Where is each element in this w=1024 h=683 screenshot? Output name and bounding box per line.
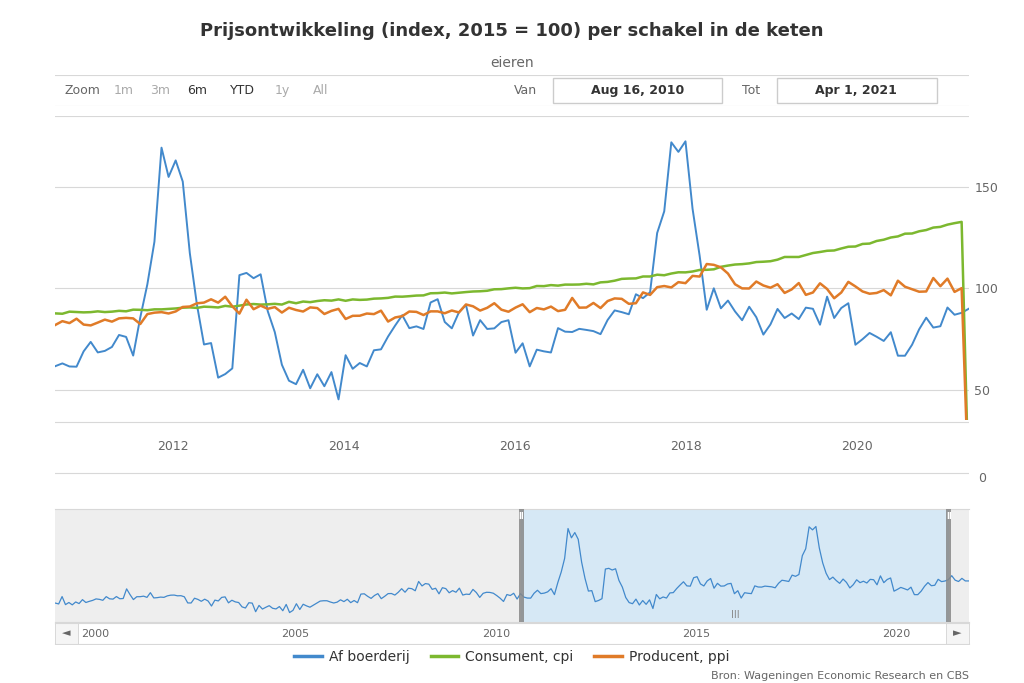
Text: 2018: 2018 — [671, 440, 702, 453]
Text: II: II — [518, 512, 524, 521]
Text: II: II — [946, 512, 951, 521]
Text: III: III — [731, 610, 739, 619]
Text: 2016: 2016 — [499, 440, 530, 453]
Text: 6m: 6m — [186, 84, 207, 97]
Text: 2012: 2012 — [157, 440, 188, 453]
Text: 1m: 1m — [114, 84, 134, 97]
FancyBboxPatch shape — [553, 78, 722, 103]
Bar — [521, 509, 948, 622]
Text: 3m: 3m — [151, 84, 170, 97]
Bar — [519, 509, 523, 622]
Legend: Af boerderij, Consument, cpi, Producent, ppi: Af boerderij, Consument, cpi, Producent,… — [289, 645, 735, 670]
Text: Prijsontwikkeling (index, 2015 = 100) per schakel in de keten: Prijsontwikkeling (index, 2015 = 100) pe… — [201, 22, 823, 40]
Text: ►: ► — [953, 628, 962, 639]
Text: Zoom: Zoom — [65, 84, 100, 97]
Text: 0: 0 — [978, 471, 986, 485]
Text: 2020: 2020 — [842, 440, 873, 453]
Text: Aug 16, 2010: Aug 16, 2010 — [591, 84, 684, 97]
Text: eieren: eieren — [490, 56, 534, 70]
Text: Van: Van — [514, 84, 538, 97]
Text: Apr 1, 2021: Apr 1, 2021 — [815, 84, 897, 97]
FancyBboxPatch shape — [777, 78, 937, 103]
Bar — [946, 509, 951, 622]
Text: 2014: 2014 — [328, 440, 359, 453]
Text: ◄: ◄ — [62, 628, 71, 639]
Text: Tot: Tot — [742, 84, 761, 97]
Text: 1y: 1y — [274, 84, 290, 97]
Text: YTD: YTD — [230, 84, 255, 97]
FancyBboxPatch shape — [946, 623, 969, 644]
Text: Bron: Wageningen Economic Research en CBS: Bron: Wageningen Economic Research en CB… — [711, 671, 969, 681]
Text: All: All — [312, 84, 328, 97]
FancyBboxPatch shape — [55, 623, 78, 644]
